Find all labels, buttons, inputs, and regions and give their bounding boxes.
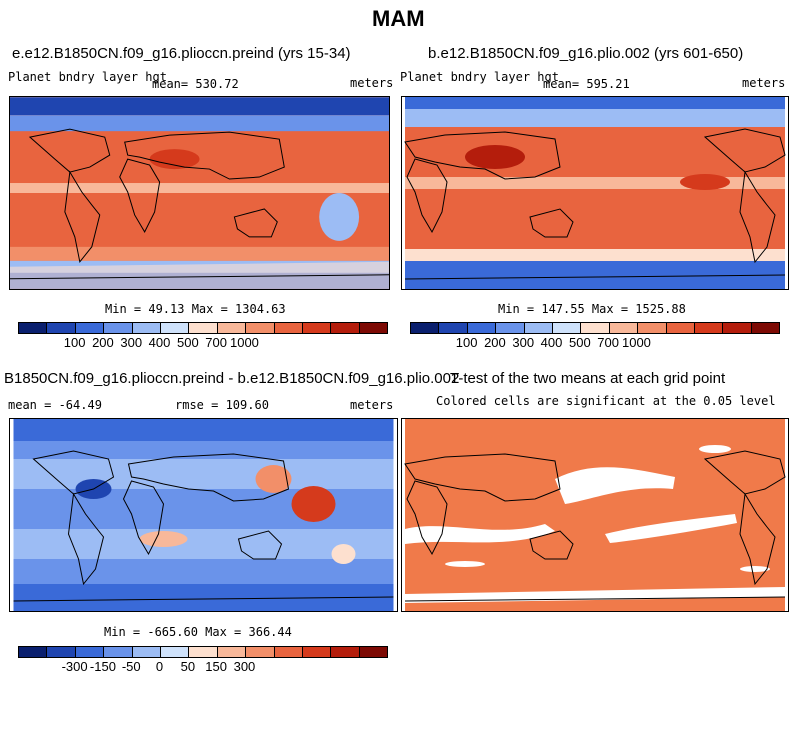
map-preind	[9, 96, 390, 290]
colorbar-swatch	[189, 647, 218, 657]
colorbar-swatch	[467, 323, 497, 333]
map-ttest	[401, 418, 789, 612]
panel-ttest-title: T-test of the two means at each grid poi…	[450, 370, 726, 387]
colorbar-swatch	[694, 323, 724, 333]
colorbar-swatch	[609, 323, 639, 333]
colorbar-tick-label: 300	[120, 335, 143, 350]
panel-preind-minmax: Min = 49.13 Max = 1304.63	[105, 302, 286, 316]
colorbar-swatch	[524, 323, 553, 333]
colorbar-tick-label: 1000	[229, 335, 259, 350]
panel-plio-title: b.e12.B1850CN.f09_g16.plio.002 (yrs 601-…	[428, 45, 744, 62]
colorbar-swatch	[19, 323, 48, 333]
colorbar-swatch	[496, 323, 525, 333]
colorbar-swatch	[160, 647, 190, 657]
colorbar-preind	[18, 322, 388, 334]
colorbar-swatch	[331, 323, 360, 333]
colorbar-swatch	[160, 323, 190, 333]
colorbar-swatch	[411, 323, 440, 333]
colorbar-tick-label: -300	[61, 659, 88, 674]
colorbar-tick-label: 400	[540, 335, 563, 350]
panel-diff-units: meters	[350, 398, 394, 412]
colorbar-tick-label: 100	[455, 335, 478, 350]
colorbar-swatch	[302, 323, 332, 333]
panel-preind-mean: mean= 530.72	[152, 77, 239, 91]
map-plio	[401, 96, 789, 290]
map-diff	[9, 418, 398, 612]
colorbar-diff	[18, 646, 388, 658]
colorbar-swatch	[19, 647, 48, 657]
colorbar-swatch	[302, 647, 332, 657]
panel-plio-variable: Planet bndry layer hgt	[400, 70, 559, 84]
colorbar-swatch	[439, 323, 468, 333]
colorbar-swatch	[723, 323, 752, 333]
panel-preind-units: meters	[350, 76, 394, 90]
panel-diff-rmse: rmse = 109.60	[175, 398, 269, 412]
colorbar-tick-label: 1000	[621, 335, 651, 350]
colorbar-swatch	[189, 323, 218, 333]
colorbar-swatch	[751, 323, 780, 333]
panel-diff-mean: mean = -64.49	[8, 398, 102, 412]
panel-diff-title: B1850CN.f09_g16.plioccn.preind - b.e12.B…	[4, 370, 460, 387]
colorbar-tick-label: 300	[233, 659, 256, 674]
colorbar-tick-label: 150	[205, 659, 227, 674]
colorbar-swatch	[359, 647, 388, 657]
colorbar-swatch	[47, 323, 76, 333]
colorbar-swatch	[638, 323, 667, 333]
colorbar-swatch	[132, 647, 161, 657]
colorbar-tick-label: 500	[568, 335, 591, 350]
colorbar-swatch	[132, 323, 161, 333]
colorbar-swatch	[666, 323, 695, 333]
colorbar-tick-label: 0	[155, 659, 164, 674]
colorbar-swatch	[246, 323, 275, 333]
colorbar-swatch	[359, 323, 388, 333]
colorbar-swatch	[581, 323, 610, 333]
panel-ttest-subtitle: Colored cells are significant at the 0.0…	[436, 394, 776, 408]
colorbar-swatch	[75, 323, 105, 333]
colorbar-tick-label: 400	[148, 335, 171, 350]
colorbar-swatch	[75, 647, 105, 657]
colorbar-swatch	[331, 647, 360, 657]
colorbar-tick-label: 500	[176, 335, 199, 350]
colorbar-tick-label: 200	[484, 335, 506, 350]
colorbar-swatch	[274, 647, 303, 657]
panel-plio-mean: mean= 595.21	[543, 77, 630, 91]
panel-diff-minmax: Min = -665.60 Max = 366.44	[104, 625, 292, 639]
panel-plio-units: meters	[742, 76, 786, 90]
colorbar-tick-label: 700	[205, 335, 227, 350]
panel-preind-variable: Planet bndry layer hgt	[8, 70, 167, 84]
colorbar-tick-label: 50	[180, 659, 196, 674]
colorbar-plio	[410, 322, 780, 334]
colorbar-swatch	[104, 323, 133, 333]
panel-plio-minmax: Min = 147.55 Max = 1525.88	[498, 302, 686, 316]
colorbar-tick-label: 100	[63, 335, 86, 350]
colorbar-swatch	[47, 647, 76, 657]
colorbar-swatch	[217, 323, 247, 333]
colorbar-tick-label: 200	[92, 335, 114, 350]
colorbar-tick-label: -150	[89, 659, 116, 674]
colorbar-swatch	[104, 647, 133, 657]
panel-preind-title: e.e12.B1850CN.f09_g16.plioccn.preind (yr…	[12, 45, 351, 62]
colorbar-swatch	[217, 647, 247, 657]
colorbar-swatch	[274, 323, 303, 333]
colorbar-swatch	[552, 323, 582, 333]
figure-title: MAM	[372, 6, 425, 31]
colorbar-tick-label: -50	[121, 659, 141, 674]
colorbar-tick-label: 300	[512, 335, 535, 350]
colorbar-swatch	[246, 647, 275, 657]
colorbar-tick-label: 700	[597, 335, 619, 350]
